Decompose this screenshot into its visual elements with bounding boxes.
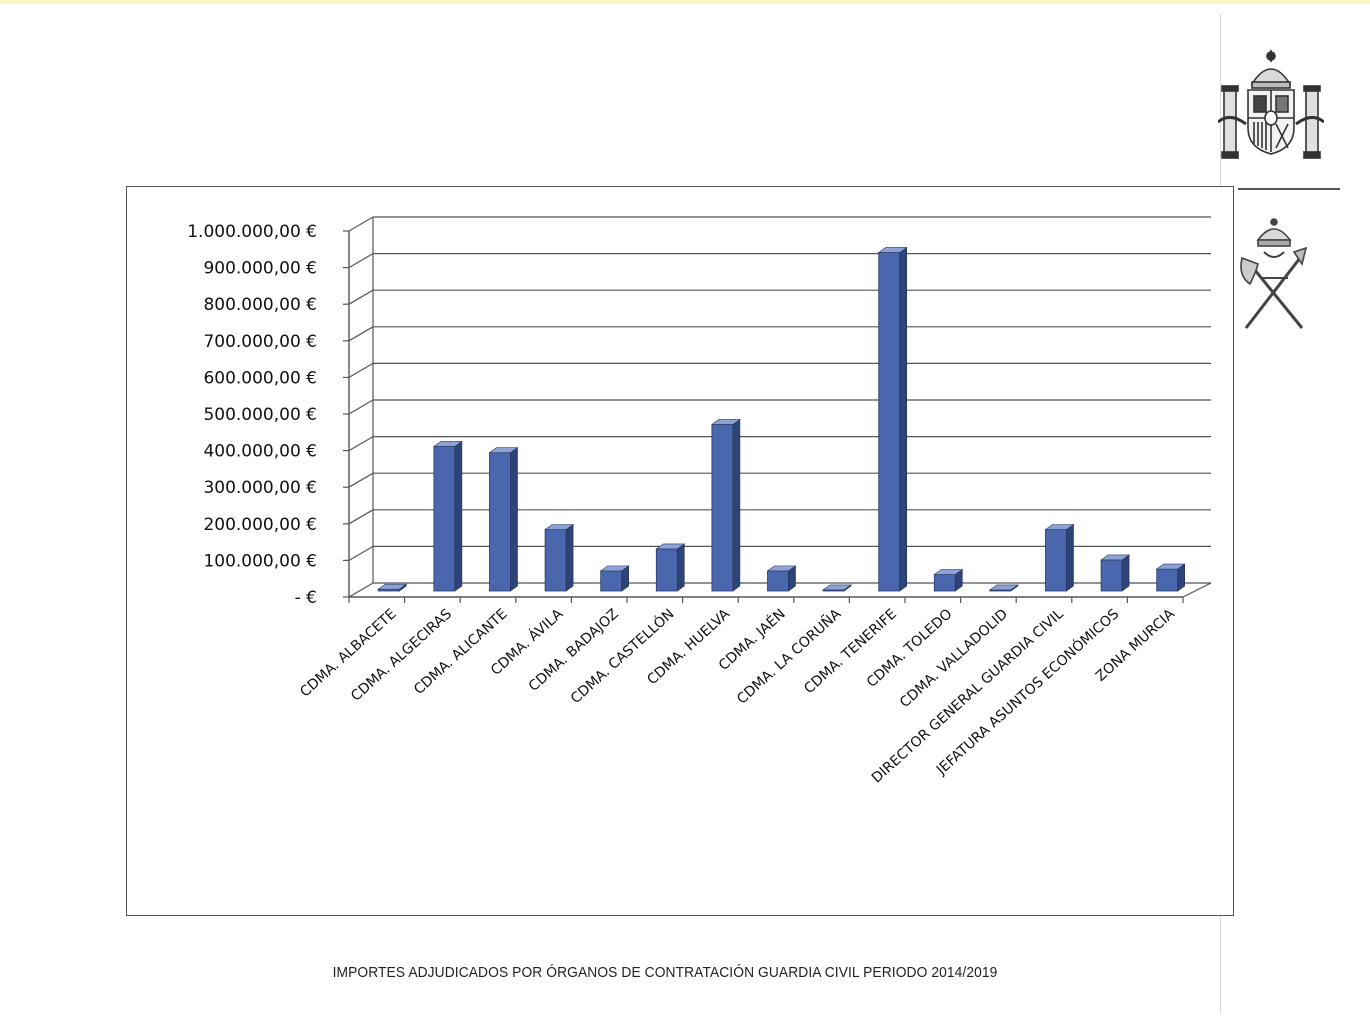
bar: [1156, 568, 1179, 592]
bar-top: [655, 543, 686, 550]
bar-top: [877, 247, 908, 253]
x-tick-label: CDMA. ALGECIRAS: [348, 606, 455, 705]
gridline-depth: [348, 362, 374, 378]
x-tick-label: CDMA. ALICANTE: [411, 606, 511, 698]
x-axis-depth: [1182, 582, 1212, 598]
bar-side: [676, 543, 685, 592]
bar-side: [1121, 554, 1130, 592]
bar: [1100, 559, 1123, 592]
y-tick-label: 500.000,00 €: [203, 405, 317, 425]
y-tick-label: 1.000.000,00 €: [187, 222, 317, 242]
bar: [878, 252, 901, 592]
y-tick-label: 800.000,00 €: [203, 295, 317, 315]
y-tick-label: 600.000,00 €: [203, 368, 317, 388]
header-rule: [1238, 188, 1340, 190]
gridline-depth: [348, 436, 374, 452]
gridline-depth: [348, 289, 374, 305]
bar: [600, 570, 623, 592]
bar-top: [432, 441, 463, 447]
y-tick-label: 300.000,00 €: [203, 478, 317, 498]
spain-coat-of-arms-icon: [1218, 50, 1324, 159]
gridline-depth: [348, 399, 374, 415]
bar-side: [454, 440, 463, 592]
gridline-depth: [348, 253, 374, 269]
y-tick-label: - €: [295, 588, 317, 608]
bar-top: [933, 569, 964, 575]
x-tick-label: CDMA. ALBACETE: [297, 606, 399, 700]
gridline-depth: [348, 216, 374, 232]
bar: [933, 574, 956, 592]
bar-side: [565, 523, 574, 592]
gridline-depth: [348, 545, 374, 561]
y-tick-label: 200.000,00 €: [203, 515, 317, 535]
gridline-depth: [348, 509, 374, 525]
gridline-depth: [348, 326, 374, 342]
bar-chart: - € 100.000,00 € 200.000,00 € 300.000,00 € 4…: [187, 216, 1212, 786]
y-tick-label: 400.000,00 €: [203, 442, 317, 462]
bar: [767, 570, 789, 592]
y-tick-label: 900.000,00 €: [203, 259, 317, 279]
gridline-depth: [348, 582, 374, 598]
top-strip: [0, 0, 1370, 4]
x-tick-label: CDMA. LA CORUÑA: [733, 605, 844, 707]
bar: [1045, 529, 1067, 592]
y-tick-label: 700.000,00 €: [203, 332, 317, 352]
bar-top: [822, 584, 853, 591]
x-tick-label: CDMA. VALLADOLID: [897, 606, 1011, 711]
y-tick-label: 100.000,00 €: [203, 551, 317, 571]
x-tick-label: DIRECTOR GENERAL GUARDIA CIVIL: [869, 606, 1067, 786]
x-tick-label: CDMA. TENERIFE: [801, 606, 900, 697]
bar: [544, 529, 567, 592]
gridline-depth: [348, 472, 374, 488]
bar-top: [1044, 524, 1075, 530]
guardia-civil-emblem-icon: [1240, 218, 1308, 329]
bar-top: [377, 583, 408, 590]
bar-side: [1066, 523, 1074, 592]
bar-top: [488, 447, 519, 453]
x-tick-label: CDMA. CASTELLÓN: [567, 605, 678, 707]
bar-top: [988, 584, 1019, 591]
bar-top: [766, 565, 797, 572]
bar-top: [710, 419, 741, 425]
bar: [489, 452, 511, 592]
bar: [433, 446, 456, 592]
bar-side: [899, 246, 908, 592]
bar-top: [1155, 563, 1186, 570]
bar-top: [1100, 554, 1131, 561]
bar-top: [544, 524, 575, 530]
bar-side: [510, 447, 518, 592]
bar: [655, 548, 678, 592]
chart-frame: - € 100.000,00 € 200.000,00 € 300.000,00 € 4…: [126, 186, 1234, 916]
chart-caption: IMPORTES ADJUDICADOS POR ÓRGANOS DE CONT…: [332, 964, 998, 981]
bar: [711, 424, 734, 592]
bar-top: [599, 565, 630, 572]
bar-side: [732, 418, 741, 592]
